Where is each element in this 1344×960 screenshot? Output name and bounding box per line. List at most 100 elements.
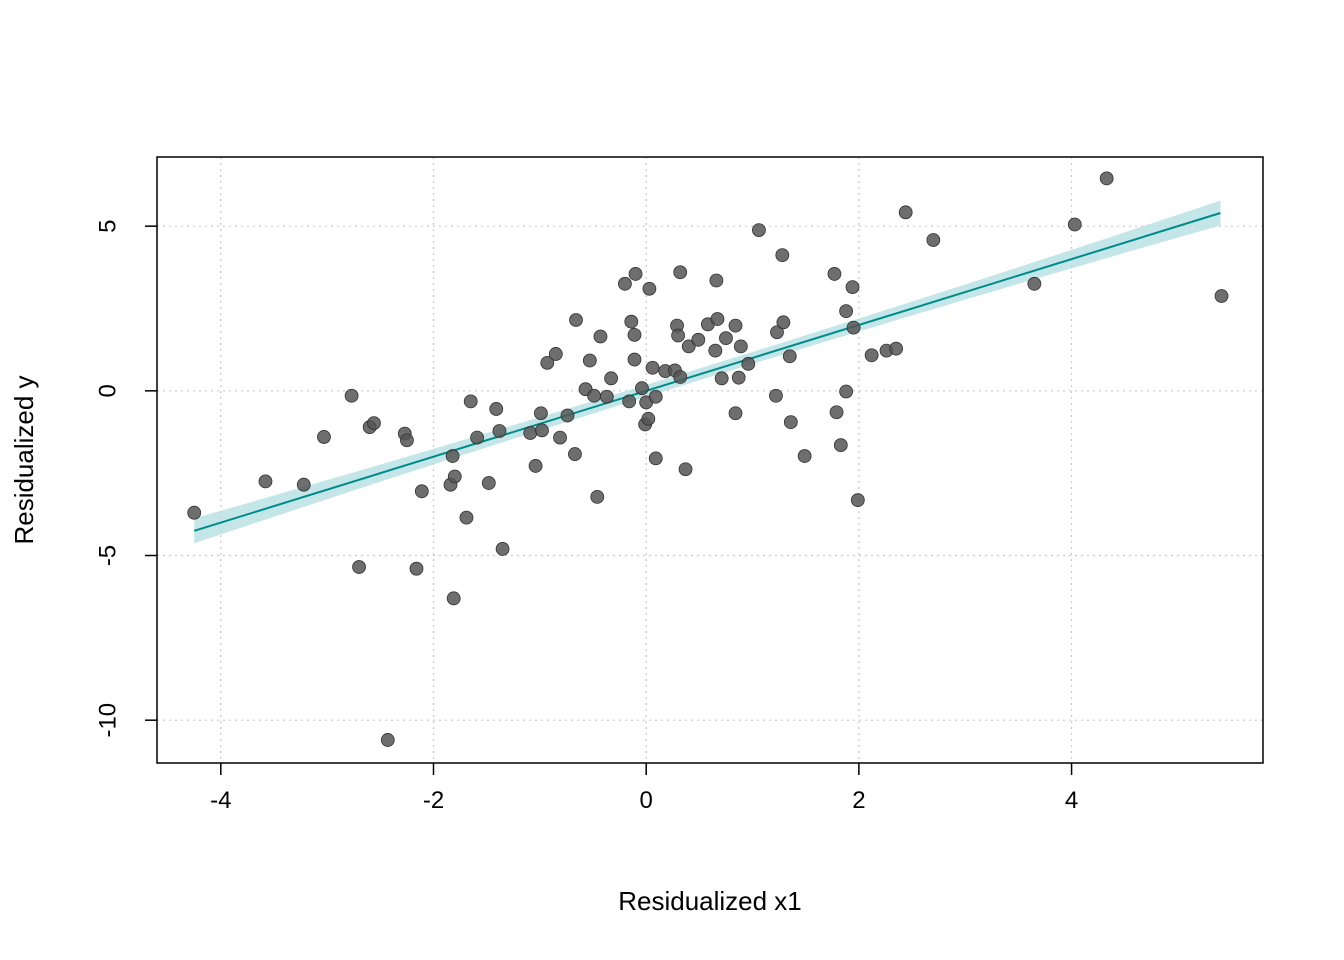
data-point [673, 370, 688, 384]
data-point [642, 281, 657, 296]
x-axis: -4 -2 0 2 4 [210, 763, 1078, 814]
data-point [622, 394, 637, 409]
plot-frame [156, 156, 1264, 764]
data-point [635, 381, 649, 396]
data-point [733, 339, 748, 354]
data-point [604, 371, 618, 386]
data-point [769, 388, 783, 403]
data-point [470, 430, 485, 445]
data-point [926, 233, 941, 247]
data-point [775, 248, 790, 263]
data-point [681, 339, 696, 354]
data-point [553, 430, 567, 445]
x-axis-title: Residualized x1 [618, 886, 802, 916]
data-point [714, 371, 729, 386]
data-point [599, 389, 614, 404]
data-point [296, 477, 311, 492]
data-point [671, 328, 685, 343]
x-tick-label: -2 [423, 787, 444, 814]
data-point [409, 561, 424, 576]
data-point [352, 560, 366, 574]
data-point [797, 449, 812, 463]
data-point [367, 416, 381, 431]
data-point [628, 267, 643, 281]
data-point [782, 349, 797, 364]
data-point [593, 329, 608, 344]
x-tick-label: 0 [640, 787, 653, 814]
data-point [535, 423, 549, 438]
data-point [898, 205, 913, 220]
data-point [889, 341, 904, 356]
data-point [582, 353, 597, 368]
y-tick-label: -10 [94, 703, 121, 738]
data-point [627, 327, 642, 342]
data-point [833, 438, 848, 453]
data-point [459, 510, 474, 525]
data-point [624, 314, 639, 329]
data-point [380, 733, 395, 747]
data-point [590, 489, 605, 504]
data-point [445, 449, 460, 463]
data-point [645, 360, 660, 375]
data-point [528, 459, 543, 473]
data-point [741, 356, 756, 371]
data-point [317, 430, 331, 444]
data-point [187, 505, 202, 520]
data-point [1027, 276, 1042, 291]
data-point [850, 493, 865, 508]
data-point [648, 389, 663, 404]
data-point [481, 476, 496, 490]
data-point [728, 318, 743, 333]
x-tick-label: 2 [852, 787, 865, 814]
data-point [709, 273, 724, 288]
data-point [1214, 289, 1229, 303]
data-point [648, 451, 663, 466]
data-point [776, 315, 791, 330]
data-point [414, 484, 429, 499]
data-point [839, 384, 854, 399]
y-axis-title: Residualized y [9, 375, 39, 544]
x-tick-label: -4 [210, 787, 231, 814]
data-point [770, 325, 784, 340]
data-point [344, 388, 359, 403]
y-axis: -10 -5 0 5 [94, 219, 157, 738]
data-point [678, 462, 693, 477]
data-point [489, 402, 504, 416]
data-point [548, 347, 563, 361]
data-point [463, 394, 478, 409]
data-points [187, 171, 1229, 747]
data-point [495, 542, 510, 556]
y-tick-label: 0 [94, 384, 121, 397]
data-point [258, 474, 273, 489]
data-point [534, 406, 548, 421]
y-tick-label: 5 [94, 219, 121, 232]
data-point [446, 591, 461, 606]
grid-lines [157, 157, 1263, 763]
data-point [839, 304, 854, 319]
data-point [719, 331, 733, 346]
data-point [1067, 217, 1082, 232]
data-point [568, 447, 582, 461]
fit-line [193, 212, 1221, 532]
data-point [731, 370, 746, 385]
data-point [708, 343, 723, 358]
data-point [691, 332, 706, 347]
data-point [864, 348, 879, 363]
data-point [673, 265, 688, 280]
data-point [710, 312, 725, 326]
data-point [846, 320, 861, 335]
data-point [400, 433, 414, 448]
data-point [783, 415, 798, 430]
data-point [587, 388, 601, 403]
data-point [492, 424, 507, 438]
data-point [523, 426, 538, 440]
data-point [752, 223, 766, 238]
data-point [728, 406, 743, 421]
data-point [447, 469, 462, 484]
data-point [1099, 171, 1114, 186]
data-point [827, 267, 842, 281]
x-tick-label: 4 [1065, 787, 1078, 814]
data-point [641, 411, 656, 426]
data-point [845, 280, 860, 294]
